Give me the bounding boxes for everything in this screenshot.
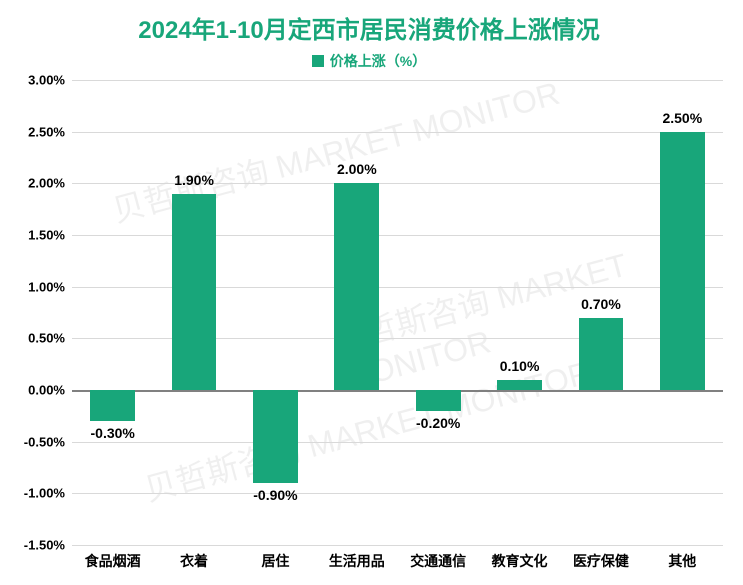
bar-value-label: -0.30%	[91, 425, 135, 441]
y-tick-label: -1.50%	[10, 538, 65, 553]
y-gridline	[72, 183, 723, 184]
legend-label: 价格上涨（%）	[330, 51, 426, 71]
x-tick-label: 衣着	[180, 551, 208, 571]
x-tick-label: 食品烟酒	[85, 551, 141, 571]
y-gridline	[72, 235, 723, 236]
bar	[334, 183, 379, 390]
bar-value-label: 1.90%	[174, 172, 214, 188]
bar	[253, 390, 298, 483]
y-tick-label: 2.00%	[10, 176, 65, 191]
bar-value-label: -0.90%	[253, 487, 297, 503]
bar	[90, 390, 135, 421]
x-tick-label: 生活用品	[329, 551, 385, 571]
x-tick-label: 教育文化	[492, 551, 548, 571]
chart-container: 2024年1-10月定西市居民消费价格上涨情况 价格上涨（%） 贝哲斯咨询 MA…	[0, 0, 743, 585]
legend: 价格上涨（%）	[10, 51, 728, 71]
bar	[660, 132, 705, 390]
y-tick-label: 0.00%	[10, 382, 65, 397]
zero-line	[72, 390, 723, 392]
chart-title: 2024年1-10月定西市居民消费价格上涨情况	[10, 10, 728, 45]
bar-value-label: 2.00%	[337, 161, 377, 177]
y-tick-label: 1.50%	[10, 227, 65, 242]
x-tick-label: 交通通信	[410, 551, 466, 571]
x-tick-label: 居住	[261, 551, 289, 571]
bar-value-label: -0.20%	[416, 415, 460, 431]
x-tick-label: 其他	[668, 551, 696, 571]
plot-area: 贝哲斯咨询 MARKET MONITOR 贝哲斯咨询 MARKET MONITO…	[72, 80, 723, 545]
y-tick-label: -0.50%	[10, 434, 65, 449]
y-gridline	[72, 338, 723, 339]
y-tick-label: 2.50%	[10, 124, 65, 139]
bar-value-label: 0.70%	[581, 296, 621, 312]
bar	[497, 380, 542, 390]
y-gridline	[72, 493, 723, 494]
x-tick-label: 医疗保健	[573, 551, 629, 571]
y-gridline	[72, 132, 723, 133]
bar	[172, 194, 217, 390]
y-tick-label: -1.00%	[10, 486, 65, 501]
y-gridline	[72, 287, 723, 288]
y-gridline	[72, 80, 723, 81]
bar-value-label: 2.50%	[662, 110, 702, 126]
y-tick-label: 1.00%	[10, 279, 65, 294]
y-tick-label: 3.00%	[10, 73, 65, 88]
y-gridline	[72, 442, 723, 443]
y-gridline	[72, 545, 723, 546]
legend-swatch	[312, 55, 324, 67]
bar	[579, 318, 624, 390]
bar-value-label: 0.10%	[500, 358, 540, 374]
bar	[416, 390, 461, 411]
y-tick-label: 0.50%	[10, 331, 65, 346]
